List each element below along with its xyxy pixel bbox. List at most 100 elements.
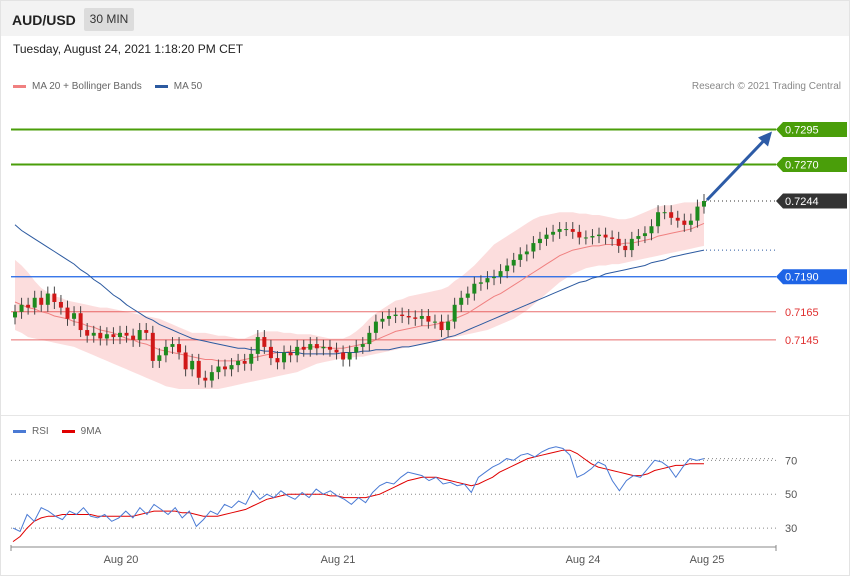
rsi-level-label-0: 70	[785, 455, 797, 467]
candle-95	[636, 229, 641, 246]
candle-body	[465, 293, 470, 298]
candle-body	[52, 293, 57, 302]
candle-66	[446, 314, 451, 338]
candle-body	[380, 318, 385, 322]
forecast-arrow-line	[705, 137, 768, 202]
candle-body	[459, 297, 464, 305]
candle-body	[524, 251, 529, 255]
candle-body	[45, 293, 50, 305]
rsi-line	[12, 446, 705, 533]
candle-84	[564, 222, 569, 237]
candle-body	[577, 231, 582, 238]
candle-37	[255, 330, 260, 361]
candle-68	[459, 290, 464, 312]
level-tag-3	[776, 269, 847, 285]
candle-72	[485, 271, 490, 290]
candle-body	[78, 313, 83, 331]
candle-63	[426, 309, 431, 329]
level-label-3: 0.7190	[785, 272, 819, 284]
candle-body	[314, 344, 319, 349]
rsi-level-label-1: 50	[785, 489, 797, 501]
panel-divider	[1, 415, 849, 416]
candle-body	[131, 335, 136, 340]
candle-body	[557, 229, 562, 232]
candle-body	[308, 344, 313, 350]
candle-body	[492, 276, 497, 279]
candle-9	[72, 306, 77, 326]
candle-99	[662, 205, 667, 220]
rsi-swatch	[13, 430, 26, 433]
candle-body	[478, 282, 483, 284]
candle-101	[675, 210, 680, 228]
candle-body	[413, 317, 418, 319]
candle-body	[216, 366, 221, 373]
candle-body	[432, 321, 437, 323]
candle-104	[695, 199, 700, 228]
credit-text: Research © 2021 Trading Central	[691, 81, 841, 92]
candle-body	[282, 352, 287, 363]
candle-56	[380, 311, 385, 329]
candle-21	[150, 325, 155, 368]
candle-body	[301, 346, 306, 350]
candle-body	[367, 332, 372, 345]
candle-29	[203, 370, 208, 388]
candle-body	[190, 360, 195, 370]
candle-body	[334, 349, 339, 353]
candle-40	[275, 351, 280, 370]
candle-92	[616, 231, 621, 253]
candle-53	[360, 337, 365, 354]
ma50-line	[14, 224, 705, 355]
candle-body	[321, 346, 326, 349]
candle-33	[229, 358, 234, 377]
candle-30	[209, 365, 214, 388]
candle-81	[544, 227, 549, 246]
price-legend: MA 20 + Bollinger Bands MA 50	[13, 81, 202, 92]
candle-71	[478, 275, 483, 291]
candle-5	[45, 286, 50, 312]
candle-body	[682, 220, 687, 225]
candle-body	[642, 233, 647, 237]
rsi-ma9-line	[12, 449, 704, 543]
candle-body	[32, 297, 37, 308]
candle-103	[688, 213, 693, 232]
candle-body	[117, 332, 122, 338]
candle-body	[485, 278, 490, 283]
candle-body	[702, 200, 706, 207]
candle-body	[19, 304, 24, 312]
candle-10	[78, 306, 83, 338]
ma50-legend-label: MA 50	[173, 81, 203, 92]
timeframe-button[interactable]: 30 MIN	[84, 8, 134, 31]
candle-60	[406, 309, 411, 325]
candle-83	[557, 222, 562, 239]
candle-47	[321, 339, 326, 356]
candle-23	[163, 339, 168, 363]
candle-body	[65, 307, 70, 319]
candle-44	[301, 339, 306, 357]
candle-34	[236, 353, 241, 373]
candle-80	[537, 231, 542, 251]
rsi-legend-label: RSI	[32, 426, 49, 437]
candle-89	[597, 227, 602, 244]
candle-body	[636, 236, 641, 239]
candle-body	[373, 321, 378, 333]
candle-body	[39, 297, 44, 305]
candle-body	[452, 304, 457, 322]
candle-54	[367, 325, 372, 352]
candle-body	[623, 245, 628, 251]
candle-20	[144, 323, 149, 340]
rsi-level-label-2: 30	[785, 523, 797, 535]
candle-body	[268, 346, 273, 359]
candle-body	[675, 217, 680, 221]
candle-body	[249, 353, 254, 364]
bollinger-band	[15, 201, 704, 389]
forecast-arrow-head	[758, 131, 772, 147]
x-tick-label-1: Aug 21	[321, 554, 356, 566]
level-label-0: 0.7295	[785, 124, 819, 136]
candle-75	[505, 258, 510, 279]
x-tick-label-3: Aug 25	[690, 554, 725, 566]
candle-body	[590, 236, 595, 238]
candle-body	[439, 321, 444, 331]
candle-58	[393, 307, 398, 324]
candle-76	[511, 252, 516, 273]
